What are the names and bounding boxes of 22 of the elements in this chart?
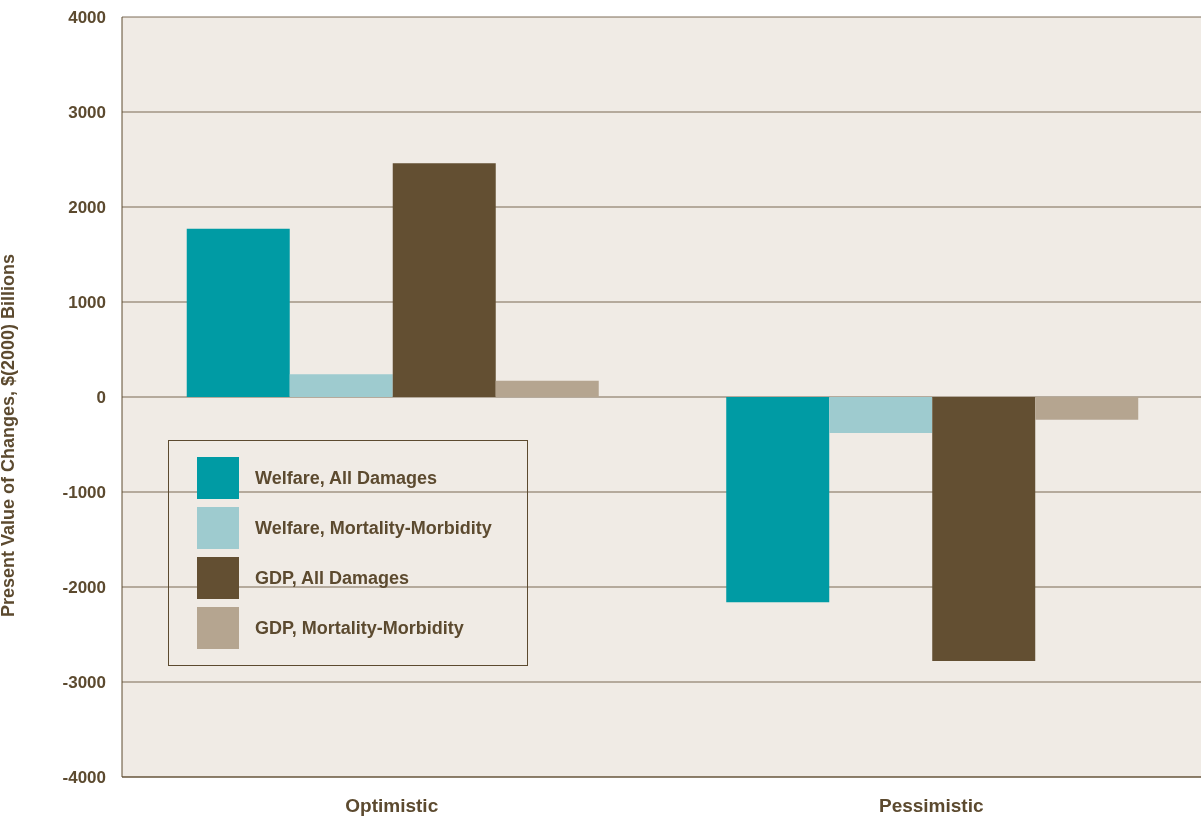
legend-label: Welfare, All Damages	[255, 467, 438, 489]
y-tick-label: -2000	[62, 578, 106, 598]
bar	[495, 380, 599, 397]
bar	[186, 228, 290, 397]
y-axis-title: Present Value of Changes, $(2000) Billions	[0, 253, 19, 617]
legend-label: Welfare, Mortality-Morbidity	[255, 517, 492, 539]
x-tick-label: Optimistic	[345, 795, 439, 817]
y-tick-label: 0	[96, 388, 106, 408]
y-tick-label: -4000	[62, 768, 106, 788]
bar	[829, 397, 933, 434]
y-tick-label: -3000	[62, 673, 106, 693]
y-tick-label: -1000	[62, 483, 106, 503]
bar	[289, 374, 393, 397]
y-tick-label: 3000	[68, 103, 106, 123]
legend-label: GDP, All Damages	[255, 567, 410, 589]
y-tick-label: 4000	[68, 8, 106, 28]
bar	[726, 397, 830, 603]
x-tick-label: Pessimistic	[878, 795, 984, 817]
y-tick-label: 1000	[68, 293, 106, 313]
y-tick-label: 2000	[68, 198, 106, 218]
bar	[1035, 397, 1139, 420]
legend-label: GDP, Mortality-Morbidity	[255, 617, 464, 639]
